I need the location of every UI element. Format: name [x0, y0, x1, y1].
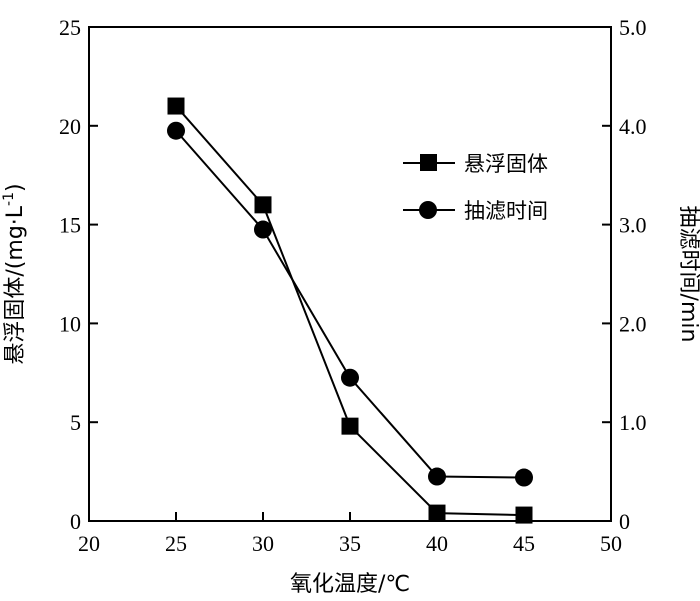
y-tick-label: 25 — [59, 15, 81, 40]
legend-circle-marker-icon — [419, 201, 437, 219]
data-point-square — [254, 196, 272, 214]
x-tick-label: 40 — [426, 531, 448, 556]
legend: 悬浮固体 抽滤时间 — [403, 152, 548, 223]
y-axis-title-sup: -1 — [1, 192, 17, 206]
x-tick-label: 25 — [165, 531, 187, 556]
data-point-circle — [254, 220, 272, 239]
legend-item-filtration-time: 抽滤时间 — [403, 199, 548, 223]
y2-tick-label: 3.0 — [619, 213, 647, 238]
x-tick-label: 50 — [600, 531, 622, 556]
y2-tick-label: 4.0 — [619, 114, 647, 139]
data-point-circle — [515, 468, 533, 487]
legend-label-filtration-time: 抽滤时间 — [464, 199, 548, 223]
y2-tick-label: 2.0 — [619, 311, 647, 336]
legend-item-suspended-solids: 悬浮固体 — [403, 152, 548, 176]
series-layer — [167, 97, 533, 524]
y-tick-label: 15 — [59, 213, 81, 238]
y-tick-label: 0 — [70, 509, 81, 534]
y-axis-title-main: 悬浮固体/(mg·L — [3, 205, 28, 364]
data-point-square — [167, 97, 185, 115]
x-tick-label: 35 — [339, 531, 361, 556]
y2-tick-label: 0 — [619, 509, 630, 534]
data-point-circle — [428, 467, 446, 486]
legend-label-suspended-solids: 悬浮固体 — [464, 152, 548, 176]
y-tick-label: 5 — [70, 410, 81, 435]
y-axis-title-close: ) — [3, 183, 28, 192]
y2-axis-ticks: 0 1.0 2.0 3.0 4.0 5.0 — [602, 15, 647, 534]
y-tick-label: 20 — [59, 114, 81, 139]
data-point-circle — [167, 121, 185, 140]
x-axis-ticks: 20 25 30 35 40 45 50 — [78, 512, 622, 556]
y-tick-label: 10 — [59, 311, 81, 336]
y2-tick-label: 5.0 — [619, 15, 647, 40]
x-axis-title: 氧化温度/℃ — [290, 572, 410, 597]
y2-tick-label: 1.0 — [619, 410, 647, 435]
x-tick-label: 45 — [513, 531, 535, 556]
data-point-square — [428, 504, 446, 522]
data-point-square — [341, 417, 359, 435]
x-tick-label: 30 — [252, 531, 274, 556]
data-point-circle — [341, 368, 359, 387]
data-point-square — [515, 506, 533, 524]
y-axis-title: 悬浮固体/(mg·L-1) — [1, 183, 28, 364]
plot-frame — [88, 26, 612, 522]
y2-axis-title: 抽滤时间/min — [676, 206, 700, 343]
x-tick-label: 20 — [78, 531, 100, 556]
legend-square-marker-icon — [420, 154, 437, 171]
y-axis-ticks: 0 5 10 15 20 25 — [59, 15, 98, 534]
